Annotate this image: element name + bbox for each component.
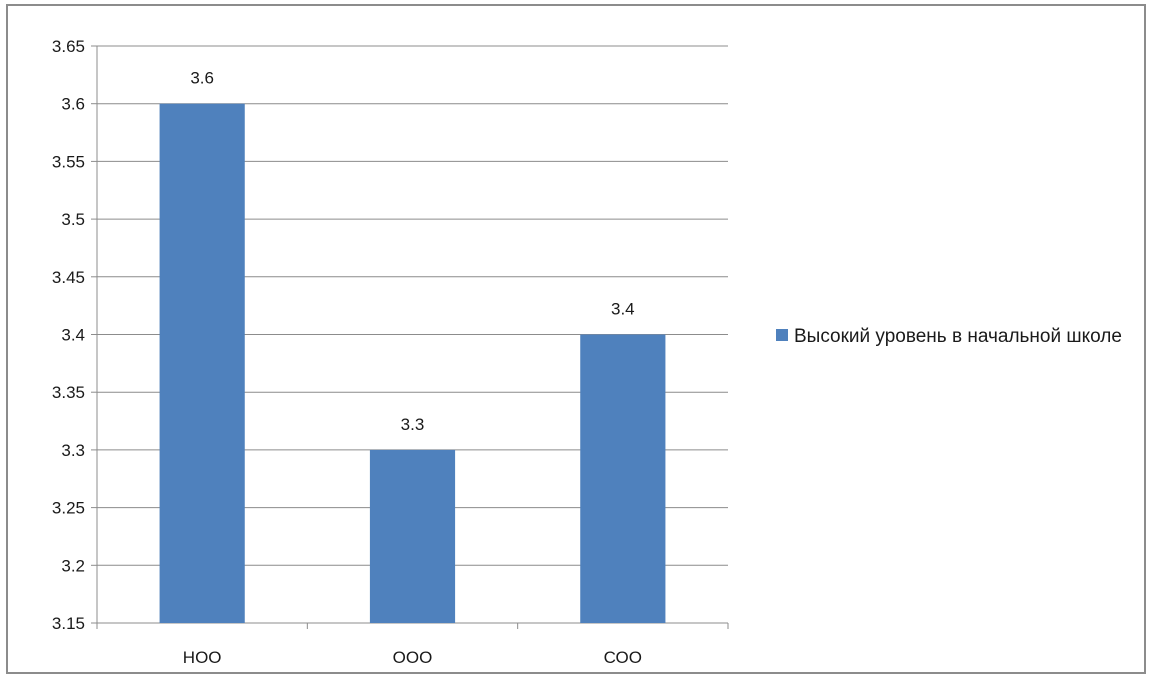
y-tick-label: 3.35: [52, 383, 85, 402]
bar-chart: 3.15 3.2 3.25 3.3 3.35 3.4 3.45 3.5 3.55 3.6 3.65 3…: [52, 37, 729, 667]
y-tick-label: 3.55: [52, 152, 85, 171]
y-tick-label: 3.25: [52, 499, 85, 518]
y-tick-label: 3.65: [52, 37, 85, 56]
data-label-2: 3.3: [401, 415, 425, 434]
legend-swatch: [776, 329, 788, 341]
y-tick-label: 3.5: [61, 210, 85, 229]
y-tick-label: 3.2: [61, 556, 85, 575]
y-tick-label: 3.6: [61, 95, 85, 114]
legend-label: Высокий уровень в начальной школе: [794, 326, 1122, 347]
category-label-1: НОО: [183, 648, 222, 667]
category-label-2: ООО: [393, 648, 433, 667]
category-label-3: СОО: [604, 648, 642, 667]
chart-frame: 3.15 3.2 3.25 3.3 3.35 3.4 3.45 3.5 3.55 3.6 3.65 3…: [6, 4, 1146, 674]
bar-3: [580, 334, 666, 623]
y-tick-label: 3.15: [52, 614, 85, 633]
y-tick-label: 3.4: [61, 326, 85, 345]
y-tick-label: 3.3: [61, 441, 85, 460]
y-tick-label: 3.45: [52, 268, 85, 287]
data-label-3: 3.4: [611, 300, 635, 319]
data-label-1: 3.6: [190, 69, 214, 88]
legend: Высокий уровень в начальной школе: [776, 324, 1146, 350]
bar-2: [369, 449, 456, 623]
bar-1: [159, 103, 245, 623]
